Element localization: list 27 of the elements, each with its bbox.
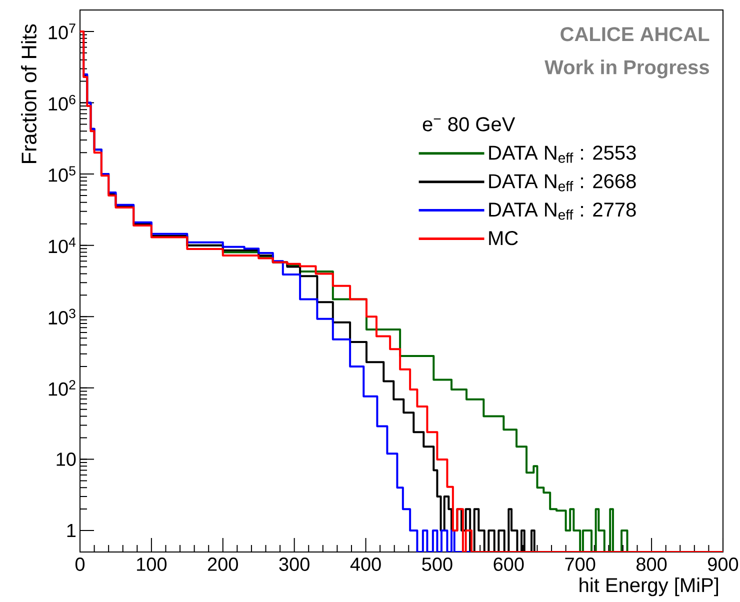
y-axis-title: Fraction of Hits	[21, 24, 36, 164]
x-tick-label: 500	[422, 558, 452, 571]
legend-label: DATA N$_{eff}$ : 2668	[489, 174, 636, 192]
y-tick-label: 10$^{4}$	[48, 238, 76, 254]
legend-title: e$^{−}$ 80 GeV	[422, 117, 516, 132]
y-tick-label: 10$^{5}$	[48, 166, 76, 182]
y-tick-label: 10$^{6}$	[48, 94, 76, 111]
x-tick-label: 400	[350, 558, 381, 571]
y-tick-label: 10$^{7}$	[48, 24, 76, 40]
x-tick-label: 0	[75, 558, 85, 571]
legend-label: DATA N$_{eff}$ : 2553	[489, 146, 636, 163]
x-tick-label: 700	[565, 558, 596, 571]
annotation: CALICE AHCAL	[560, 27, 710, 42]
x-tick-label: 100	[137, 558, 167, 571]
legend-label: MC	[489, 231, 518, 246]
y-tick-label: 10	[56, 452, 76, 466]
annotation: Work in Progress	[544, 60, 709, 78]
x-tick-label: 900	[708, 558, 738, 571]
x-tick-label: 200	[208, 558, 238, 571]
x-tick-label: 600	[494, 558, 524, 571]
x-tick-label: 300	[279, 558, 310, 571]
y-tick-label: 10$^{3}$	[48, 308, 76, 325]
x-axis-title: hit Energy [MiP]	[580, 578, 718, 596]
y-tick-label: 10$^{2}$	[48, 380, 76, 396]
x-tick-label: 800	[636, 558, 667, 571]
y-tick-label: 1	[67, 524, 76, 538]
legend-label: DATA N$_{eff}$ : 2778	[489, 202, 636, 220]
